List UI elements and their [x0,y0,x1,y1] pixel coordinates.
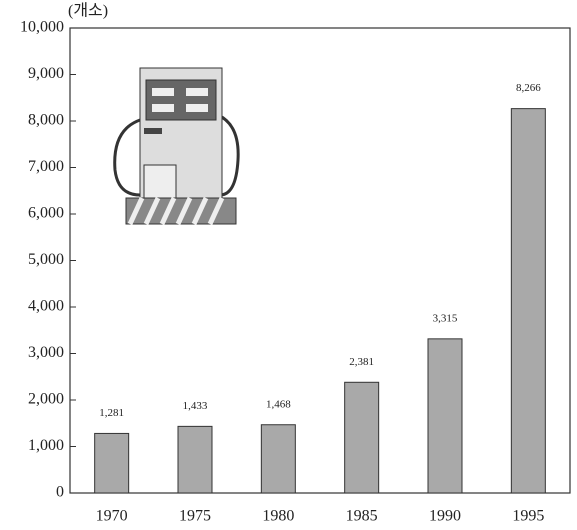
value-label: 3,315 [433,312,458,324]
y-tick-label: 3,000 [28,344,64,361]
x-tick-label: 1970 [96,508,128,525]
bar [260,424,296,494]
y-tick-label: 8,000 [28,112,64,129]
y-tick-label: 9,000 [28,65,64,82]
bar [344,381,380,494]
y-tick-label: 2,000 [28,391,64,408]
y-tick-label: 4,000 [28,298,64,315]
y-tick-label: 7,000 [28,158,64,175]
y-axis-label: (개소) [68,2,108,20]
value-label: 8,266 [516,82,541,94]
x-tick-label: 1980 [262,508,294,525]
y-tick-label: 1,000 [28,437,64,454]
x-tick-label: 1985 [346,508,378,525]
x-tick-label: 1995 [512,508,544,525]
bar [177,425,213,494]
pump-illustration [113,67,240,226]
value-label: 1,281 [99,407,124,419]
y-tick-label: 0 [56,484,64,501]
bar [427,338,463,494]
value-label: 1,433 [183,400,208,412]
bar [94,432,130,494]
y-tick-label: 5,000 [28,251,64,268]
x-tick-label: 1975 [179,508,211,525]
bar [510,108,546,494]
value-label: 1,468 [266,398,291,410]
y-tick-label: 6,000 [28,205,64,222]
x-tick-label: 1990 [429,508,461,525]
value-label: 2,381 [349,356,374,368]
y-tick-label: 10,000 [20,19,64,36]
